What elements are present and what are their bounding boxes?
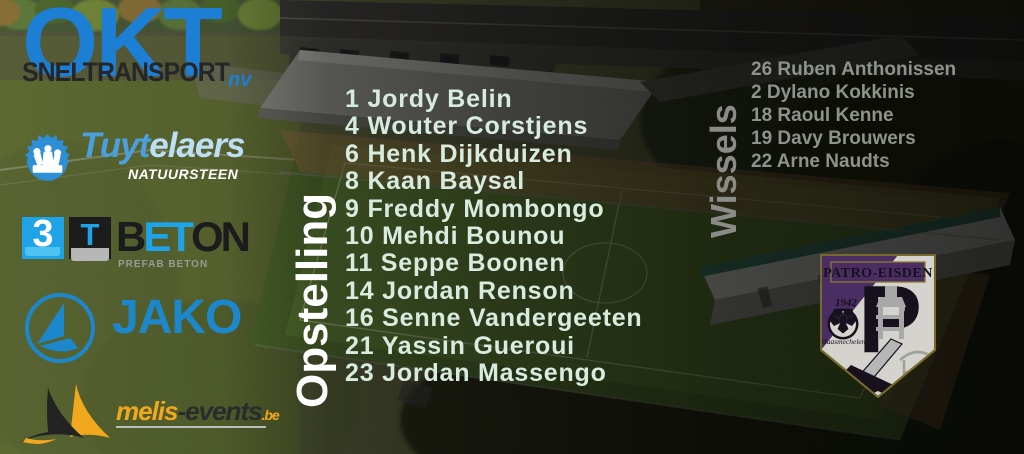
svg-text:1942: 1942 xyxy=(835,297,858,309)
